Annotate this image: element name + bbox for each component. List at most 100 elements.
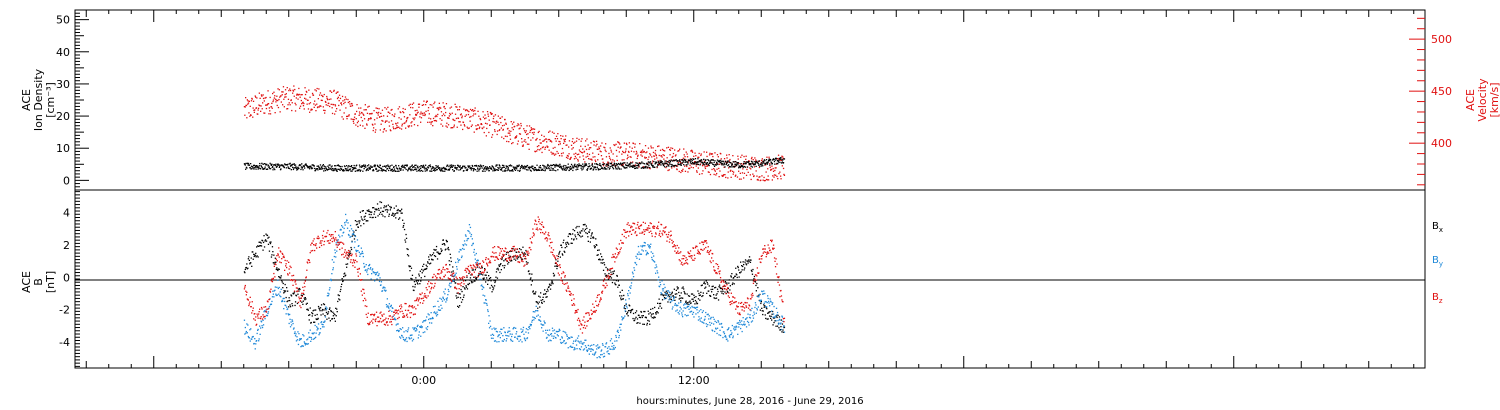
by-point	[263, 311, 265, 313]
by-point	[436, 313, 439, 316]
by-point	[298, 339, 301, 341]
bx-point	[528, 270, 530, 272]
density-point	[753, 164, 755, 166]
density-point	[298, 167, 300, 170]
density-point	[337, 168, 339, 170]
bx-point	[470, 280, 473, 283]
by-point	[657, 272, 659, 274]
by-point	[392, 315, 394, 317]
density-point	[416, 170, 418, 172]
bx-point	[339, 290, 341, 293]
velocity-point	[577, 160, 579, 162]
bx-point	[742, 265, 744, 268]
density-point	[729, 166, 731, 168]
velocity-point	[543, 135, 545, 138]
density-point	[551, 164, 554, 166]
by-point	[440, 298, 443, 300]
by-point	[621, 316, 623, 318]
density-point	[750, 160, 753, 162]
velocity-point	[501, 116, 503, 118]
density-point	[505, 167, 507, 170]
by-point	[635, 264, 638, 266]
by-point	[708, 315, 710, 317]
bx-point	[545, 293, 547, 295]
by-point	[634, 262, 637, 264]
by-point	[288, 314, 290, 316]
velocity-point	[725, 176, 727, 179]
density-point	[297, 166, 299, 168]
by-point	[311, 338, 313, 340]
bx-point	[406, 254, 409, 256]
by-point	[683, 307, 685, 309]
by-point	[408, 336, 410, 339]
by-point	[333, 261, 335, 263]
velocity-point	[532, 128, 534, 130]
density-point	[401, 166, 403, 168]
bx-point	[452, 270, 454, 272]
by-point	[636, 257, 638, 259]
by-point	[630, 285, 632, 287]
velocity-point	[579, 156, 581, 158]
density-point	[536, 169, 538, 172]
density-point	[288, 167, 290, 169]
bx-point	[434, 255, 437, 258]
velocity-point	[563, 142, 565, 144]
bx-point	[545, 291, 548, 293]
velocity-point	[713, 169, 716, 171]
by-point	[564, 331, 566, 333]
bx-point	[378, 213, 381, 215]
density-point	[410, 165, 413, 167]
velocity-point	[479, 126, 481, 128]
bx-point	[639, 322, 641, 324]
top-left-tick-label: 50	[56, 14, 70, 27]
velocity-point	[746, 168, 748, 171]
velocity-point	[335, 110, 337, 112]
velocity-point	[732, 173, 734, 175]
velocity-point	[496, 130, 499, 132]
by-point	[545, 332, 547, 334]
bx-point	[283, 292, 285, 294]
velocity-point	[748, 160, 750, 162]
velocity-point	[589, 147, 591, 149]
density-point	[683, 159, 685, 161]
velocity-point	[429, 121, 431, 123]
by-point	[455, 272, 457, 274]
by-point	[719, 334, 722, 337]
by-point	[594, 352, 596, 354]
bx-point	[615, 279, 617, 282]
by-point	[691, 305, 693, 308]
density-point	[647, 161, 650, 163]
bottom-left-tick-label: 2	[63, 239, 70, 252]
bx-point	[249, 263, 251, 265]
velocity-point	[333, 90, 335, 92]
density-point	[666, 163, 669, 165]
by-point	[734, 326, 736, 328]
bx-point	[593, 237, 595, 239]
density-point	[292, 163, 294, 165]
by-point	[701, 321, 703, 323]
bx-point	[567, 242, 569, 244]
velocity-point	[378, 108, 380, 110]
bx-point	[559, 250, 561, 253]
bx-point	[781, 323, 784, 325]
velocity-point	[422, 104, 425, 106]
velocity-point	[524, 131, 527, 134]
by-point	[262, 319, 264, 321]
density-point	[728, 164, 730, 166]
bx-point	[500, 269, 502, 271]
density-point	[760, 165, 763, 167]
velocity-point	[740, 163, 743, 165]
bx-point	[420, 277, 422, 279]
density-point	[527, 169, 529, 171]
density-point	[594, 163, 596, 165]
density-point	[626, 162, 628, 164]
velocity-point	[490, 112, 492, 114]
bx-point	[557, 255, 559, 258]
density-point	[268, 166, 270, 168]
bx-point	[603, 264, 606, 266]
density-point	[777, 163, 779, 165]
by-point	[454, 274, 456, 276]
by-point	[631, 278, 633, 280]
velocity-point	[371, 123, 374, 125]
density-point	[637, 163, 640, 165]
